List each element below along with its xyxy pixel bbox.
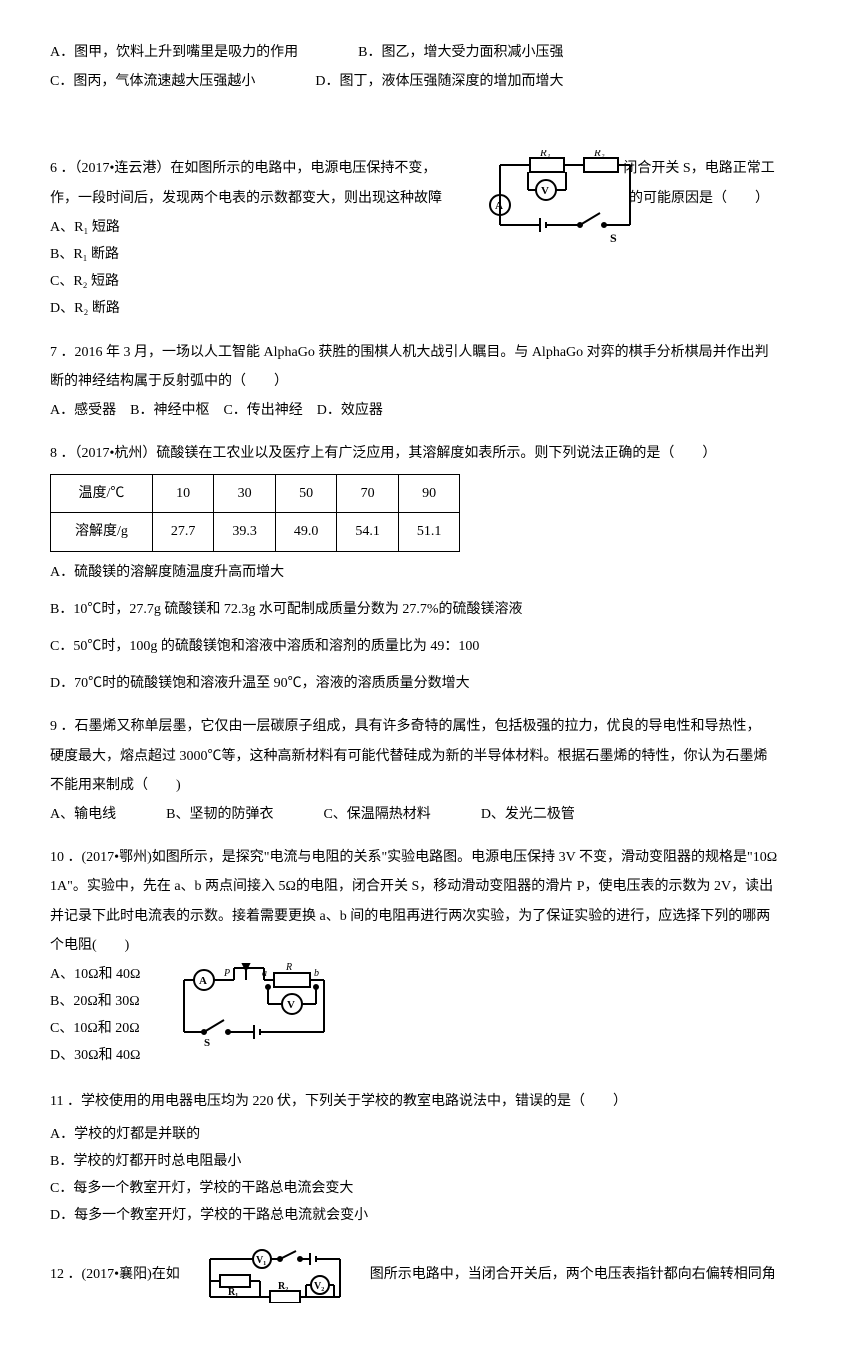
- question-6: R₁ R₂ V A S 6 ．（2017•连云港）在如图所示的电路中，电源电压保…: [50, 156, 810, 321]
- q6-circuit-diagram: R₁ R₂ V A S: [480, 150, 640, 250]
- table-cell: 51.1: [398, 513, 460, 551]
- svg-text:V₂: V₂: [314, 1281, 324, 1292]
- q5-option-d: D．图丁，液体压强随深度的增加而增大: [315, 69, 563, 94]
- svg-text:a: a: [262, 968, 267, 979]
- question-7: 7 ．2016 年 3 月，一场以人工智能 AlphaGo 获胜的围棋人机大战引…: [50, 340, 810, 424]
- q10-option-b: B、20Ω和 30Ω: [50, 989, 140, 1014]
- table-cell: 54.1: [337, 513, 399, 551]
- q11-option-b: B．学校的灯都开时总电阻最小: [50, 1149, 810, 1174]
- svg-text:R: R: [285, 962, 292, 973]
- q11-option-a: A．学校的灯都是并联的: [50, 1122, 810, 1147]
- q9-option-c: C、保温隔热材料: [323, 802, 430, 827]
- q12-circuit-diagram: V₁ V₂ R₁ R₂: [200, 1247, 350, 1303]
- table-row: 温度/℃ 10 30 50 70 90: [51, 475, 460, 513]
- svg-text:R₁: R₁: [539, 150, 551, 159]
- table-cell: 39.3: [214, 513, 276, 551]
- table-cell: 30: [214, 475, 276, 513]
- table-cell: 70: [337, 475, 399, 513]
- question-12: 12 ．(2017•襄阳)在如: [50, 1247, 810, 1303]
- svg-text:b: b: [314, 968, 319, 979]
- q9-line1: 9 ．石墨烯又称单层墨，它仅由一层碳原子组成，具有许多奇特的属性，包括极强的拉力…: [50, 714, 810, 739]
- q12-part1: 12 ．(2017•襄阳)在如: [50, 1262, 180, 1287]
- q10-option-a: A、10Ω和 40Ω: [50, 962, 140, 987]
- table-cell: 10: [152, 475, 214, 513]
- svg-text:R₂: R₂: [278, 1281, 288, 1292]
- table-cell: 49.0: [275, 513, 337, 551]
- q10-option-d: D、30Ω和 40Ω: [50, 1043, 140, 1068]
- q10-line4: 个电阻( ): [50, 933, 810, 958]
- table-cell: 50: [275, 475, 337, 513]
- q10-line1: 10 ．(2017•鄂州)如图所示，是探究"电流与电阻的关系"实验电路图。电源电…: [50, 845, 810, 870]
- q6-stem-part2b: 的可能原因是（ ）: [629, 191, 769, 206]
- table-cell: 27.7: [152, 513, 214, 551]
- q9-option-b: B、坚韧的防弹衣: [166, 802, 273, 827]
- table-header-temp: 温度/℃: [51, 475, 153, 513]
- q6-stem-part1b: 闭合开关 S，电路正常工: [623, 161, 774, 176]
- question-8: 8 ．（2017•杭州）硫酸镁在工农业以及医疗上有广泛应用，其溶解度如表所示。则…: [50, 441, 810, 696]
- q5-option-b: B．图乙，增大受力面积减小压强: [358, 40, 563, 65]
- q6-stem-part1: 6 ．（2017•连云港）在如图所示的电路中，电源电压保持不变，: [50, 161, 436, 176]
- q6-option-a: A、R₁ 短路: [50, 215, 810, 240]
- svg-text:R₁: R₁: [228, 1287, 238, 1298]
- q10-option-c: C、10Ω和 20Ω: [50, 1016, 140, 1041]
- q5-options-row2: C．图丙，气体流速越大压强越小 D．图丁，液体压强随深度的增加而增大: [50, 69, 810, 94]
- svg-text:R₂: R₂: [593, 150, 605, 159]
- svg-text:A: A: [199, 975, 207, 987]
- q6-option-b: B、R₁ 断路: [50, 242, 810, 267]
- q6-option-d: D、R₂ 断路: [50, 296, 810, 321]
- q5-options-row1: A．图甲，饮料上升到嘴里是吸力的作用 B．图乙，增大受力面积减小压强: [50, 40, 810, 65]
- table-header-solubility: 溶解度/g: [51, 513, 153, 551]
- q8-option-b: B．10℃时，27.7g 硫酸镁和 72.3g 水可配制成质量分数为 27.7%…: [50, 597, 810, 622]
- q11-stem: 11 ．学校使用的用电器电压均为 220 伏，下列关于学校的教室电路说法中，错误…: [50, 1089, 810, 1114]
- svg-text:S: S: [610, 231, 617, 245]
- q7-options: A．感受器 B．神经中枢 C．传出神经 D．效应器: [50, 398, 810, 423]
- q9-options: A、输电线 B、坚韧的防弹衣 C、保温隔热材料 D、发光二极管: [50, 802, 810, 827]
- q9-line3: 不能用来制成（ ): [50, 773, 810, 798]
- question-11: 11 ．学校使用的用电器电压均为 220 伏，下列关于学校的教室电路说法中，错误…: [50, 1089, 810, 1229]
- q5-option-c: C．图丙，气体流速越大压强越小: [50, 69, 255, 94]
- q8-option-a: A．硫酸镁的溶解度随温度升高而增大: [50, 560, 810, 585]
- svg-text:S: S: [204, 1037, 210, 1049]
- svg-text:V: V: [287, 999, 295, 1011]
- q7-stem-line2: 断的神经结构属于反射弧中的（ ）: [50, 369, 810, 394]
- svg-text:V₁: V₁: [256, 1255, 266, 1266]
- svg-text:V: V: [541, 185, 549, 197]
- table-row: 溶解度/g 27.7 39.3 49.0 54.1 51.1: [51, 513, 460, 551]
- q11-option-c: C．每多一个教室开灯，学校的干路总电流会变大: [50, 1176, 810, 1201]
- q10-line2: 1A"。实验中，先在 a、b 两点间接入 5Ω的电阻，闭合开关 S，移动滑动变阻…: [50, 874, 810, 899]
- q9-line2: 硬度最大，熔点超过 3000℃等，这种高新材料有可能代替硅成为新的半导体材料。根…: [50, 744, 810, 769]
- q6-option-c: C、R₂ 短路: [50, 269, 810, 294]
- q8-option-c: C．50℃时，100g 的硫酸镁饱和溶液中溶质和溶剂的质量比为 49：100: [50, 634, 810, 659]
- q8-solubility-table: 温度/℃ 10 30 50 70 90 溶解度/g 27.7 39.3 49.0…: [50, 474, 460, 551]
- q12-part2: 图所示电路中，当闭合开关后，两个电压表指针都向右偏转相同角: [370, 1262, 776, 1287]
- question-9: 9 ．石墨烯又称单层墨，它仅由一层碳原子组成，具有许多奇特的属性，包括极强的拉力…: [50, 714, 810, 827]
- question-10: 10 ．(2017•鄂州)如图所示，是探究"电流与电阻的关系"实验电路图。电源电…: [50, 845, 810, 1071]
- svg-text:A: A: [495, 200, 503, 212]
- q5-option-a: A．图甲，饮料上升到嘴里是吸力的作用: [50, 40, 298, 65]
- q9-option-d: D、发光二极管: [481, 802, 575, 827]
- q7-stem-line1: 7 ．2016 年 3 月，一场以人工智能 AlphaGo 获胜的围棋人机大战引…: [50, 340, 810, 365]
- q6-stem-part2: 作，一段时间后，发现两个电表的示数都变大，则出现这种故障: [50, 191, 442, 206]
- table-cell: 90: [398, 475, 460, 513]
- q8-option-d: D．70℃时的硫酸镁饱和溶液升温至 90℃，溶液的溶质质量分数增大: [50, 671, 810, 696]
- svg-text:P: P: [223, 968, 230, 979]
- q10-circuit-diagram: A V P a R b S: [174, 962, 334, 1052]
- q10-line3: 并记录下此时电流表的示数。接着需要更换 a、b 间的电阻再进行两次实验，为了保证…: [50, 904, 810, 929]
- q9-option-a: A、输电线: [50, 802, 116, 827]
- q8-stem: 8 ．（2017•杭州）硫酸镁在工农业以及医疗上有广泛应用，其溶解度如表所示。则…: [50, 441, 810, 466]
